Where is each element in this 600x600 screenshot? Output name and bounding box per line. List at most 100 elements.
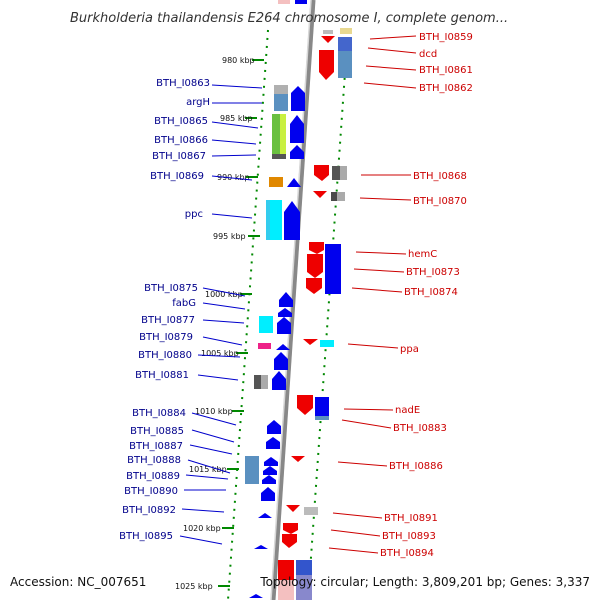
gene-label[interactable]: BTH_I0865 bbox=[154, 116, 208, 127]
gene-arrow bbox=[313, 191, 327, 198]
leader-line bbox=[211, 84, 263, 89]
gene-label[interactable]: BTH_I0884 bbox=[132, 408, 186, 419]
gene-label[interactable]: argH bbox=[186, 97, 210, 108]
gene-block bbox=[278, 580, 294, 600]
gene-arrow bbox=[286, 505, 300, 512]
gene-arrow bbox=[262, 475, 276, 484]
gene-block bbox=[272, 154, 286, 159]
gene-label[interactable]: BTH_I0861 bbox=[419, 65, 473, 76]
gene-label[interactable]: BTH_I0862 bbox=[419, 83, 473, 94]
leader-line bbox=[211, 154, 257, 157]
gene-block bbox=[280, 114, 286, 154]
gene-arrow bbox=[274, 352, 288, 370]
gene-label[interactable]: BTH_I0877 bbox=[141, 315, 195, 326]
leader-line bbox=[211, 175, 253, 181]
leader-line bbox=[191, 412, 237, 426]
gene-label[interactable]: BTH_I0875 bbox=[144, 283, 198, 294]
accession-label: Accession: NC_007651 bbox=[10, 575, 146, 589]
gene-arrow bbox=[279, 292, 293, 307]
gene-label[interactable]: BTH_I0894 bbox=[380, 548, 434, 559]
leader-line bbox=[202, 302, 246, 310]
gene-arrow bbox=[276, 344, 290, 350]
gene-block bbox=[269, 177, 283, 187]
gene-label[interactable]: BTH_I0870 bbox=[413, 196, 467, 207]
gene-label[interactable]: BTH_I0866 bbox=[154, 135, 208, 146]
leader-line bbox=[343, 408, 394, 411]
forward-strand-genes bbox=[245, 0, 307, 598]
gene-label[interactable]: ppa bbox=[400, 344, 419, 355]
gene-label[interactable]: BTH_I0887 bbox=[129, 441, 183, 452]
gene-arrow bbox=[283, 523, 298, 534]
kbp-tick-label: 1000 kbp bbox=[205, 290, 243, 299]
gene-arrow bbox=[264, 457, 278, 466]
leader-line bbox=[211, 139, 257, 145]
gene-label[interactable]: ppc bbox=[185, 209, 203, 220]
gene-label[interactable]: BTH_I0867 bbox=[152, 151, 206, 162]
leader-line bbox=[189, 444, 233, 455]
gene-label[interactable]: BTH_I0895 bbox=[119, 531, 173, 542]
gene-label[interactable]: BTH_I0873 bbox=[406, 267, 460, 278]
leader-line bbox=[197, 354, 241, 358]
gene-label[interactable]: BTH_I0892 bbox=[122, 505, 176, 516]
gene-block bbox=[338, 51, 352, 78]
gene-block bbox=[315, 397, 329, 418]
gene-label[interactable]: BTH_I0886 bbox=[389, 461, 443, 472]
gene-arrow bbox=[277, 317, 291, 334]
gene-label[interactable]: BTH_I0863 bbox=[156, 78, 210, 89]
leader-line bbox=[187, 459, 231, 474]
leader-line bbox=[185, 474, 229, 480]
gene-label[interactable]: BTH_I0869 bbox=[150, 171, 204, 182]
right-gene-labels: BTH_I0859 dcd BTH_I0861 BTH_I0862 BTH_I0… bbox=[380, 32, 473, 559]
leader-line bbox=[211, 121, 259, 129]
leader-line bbox=[369, 35, 417, 40]
gene-label[interactable]: BTH_I0891 bbox=[384, 513, 438, 524]
right-label-leaders bbox=[328, 35, 417, 554]
gene-arrow bbox=[303, 339, 318, 345]
gene-arrow bbox=[291, 456, 305, 462]
kbp-tick-label: 995 kbp bbox=[213, 232, 246, 241]
gene-arrow bbox=[249, 594, 263, 598]
gene-arrow bbox=[290, 115, 304, 143]
gene-arrow bbox=[272, 371, 286, 390]
gene-label[interactable]: BTH_I0879 bbox=[139, 332, 193, 343]
gene-label[interactable]: BTH_I0885 bbox=[130, 426, 184, 437]
gene-block bbox=[245, 456, 259, 484]
leader-line bbox=[355, 251, 407, 255]
leader-line bbox=[353, 268, 405, 273]
gene-label[interactable]: fabG bbox=[172, 298, 196, 309]
gene-label[interactable]: dcd bbox=[419, 49, 437, 60]
gene-label[interactable]: BTH_I0883 bbox=[393, 423, 447, 434]
gene-arrow bbox=[278, 308, 292, 317]
topology-label: Topology: circular; Length: 3,809,201 bp… bbox=[259, 575, 590, 589]
gene-label[interactable]: hemC bbox=[408, 249, 437, 260]
leader-line bbox=[202, 287, 246, 297]
gene-block bbox=[340, 28, 352, 34]
leader-line bbox=[341, 419, 392, 429]
gene-label[interactable]: BTH_I0893 bbox=[382, 531, 436, 542]
leader-line bbox=[337, 461, 388, 467]
gene-arrow bbox=[307, 254, 323, 278]
gene-label[interactable]: BTH_I0889 bbox=[126, 471, 180, 482]
gene-label[interactable]: BTH_I0888 bbox=[127, 455, 181, 466]
gene-label[interactable]: BTH_I0880 bbox=[138, 350, 192, 361]
gene-label[interactable]: nadE bbox=[395, 405, 420, 416]
gene-label[interactable]: BTH_I0881 bbox=[135, 370, 189, 381]
leader-line bbox=[181, 508, 225, 513]
gene-block bbox=[278, 0, 290, 4]
gene-label[interactable]: BTH_I0868 bbox=[413, 171, 467, 182]
leader-line bbox=[347, 343, 399, 349]
kbp-tick-label: 1005 kbp bbox=[201, 349, 239, 358]
gene-label[interactable]: BTH_I0890 bbox=[124, 486, 178, 497]
leader-line bbox=[328, 547, 379, 554]
left-gene-labels: BTH_I0863 argH BTH_I0865 BTH_I0866 BTH_I… bbox=[119, 78, 210, 542]
gene-label[interactable]: BTH_I0874 bbox=[404, 287, 458, 298]
gene-block bbox=[323, 30, 333, 34]
gene-block bbox=[266, 200, 270, 240]
leader-line bbox=[365, 65, 417, 71]
left-label-leaders bbox=[179, 84, 263, 545]
kbp-ticks: 980 kbp 985 kbp 990 kbp 995 kbp 1000 kbp… bbox=[175, 56, 264, 591]
leader-line bbox=[197, 374, 239, 381]
gene-label[interactable]: BTH_I0859 bbox=[419, 32, 473, 43]
leader-line bbox=[351, 287, 403, 293]
